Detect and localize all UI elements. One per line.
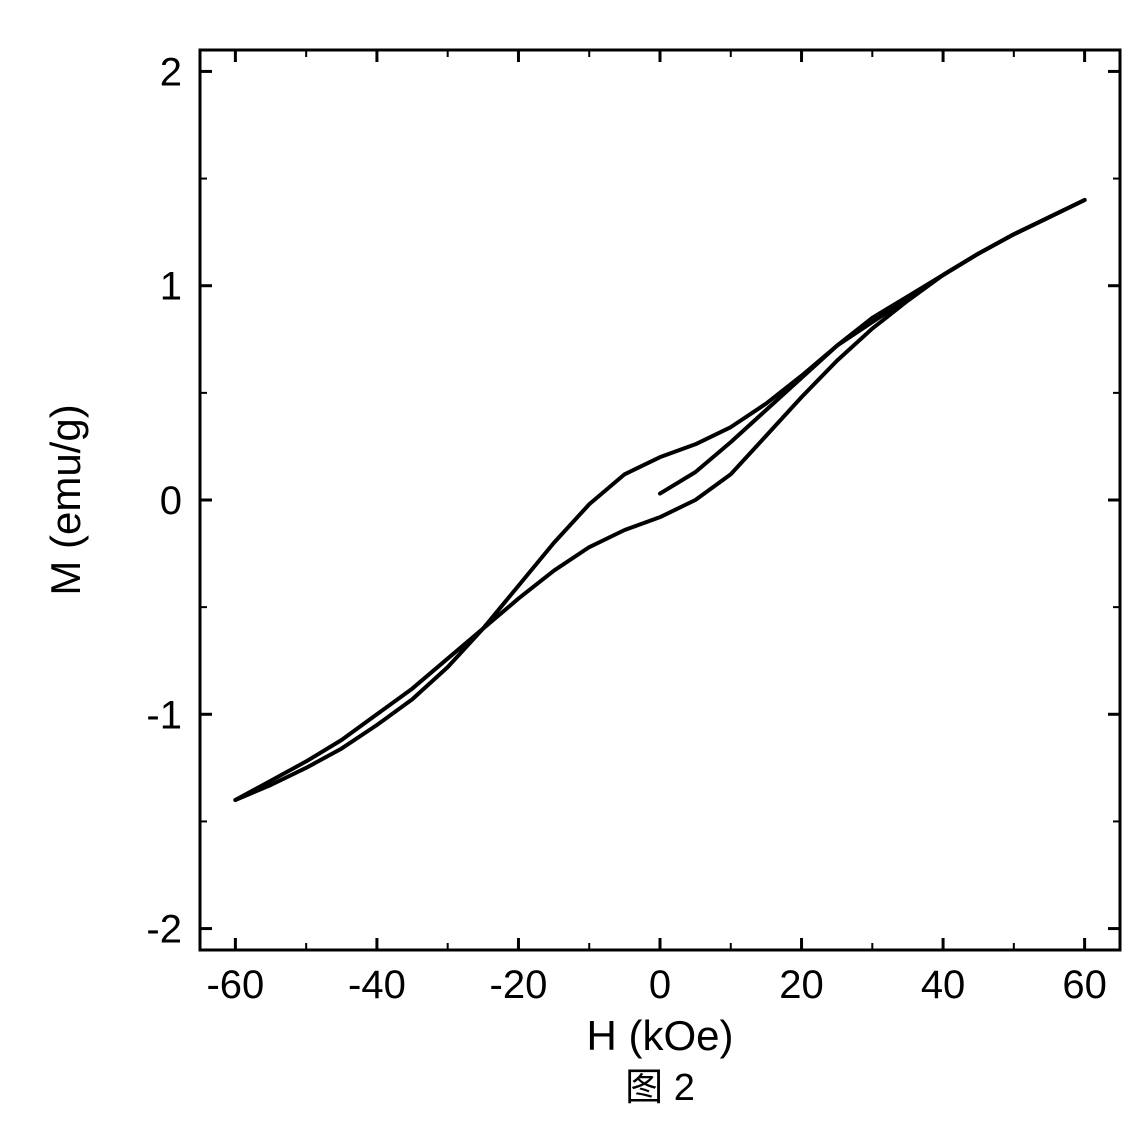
y-axis-label: M (emu/g)	[42, 404, 89, 595]
ytick-label: 0	[160, 479, 182, 523]
xtick-label: 60	[1062, 963, 1107, 1007]
chart-container: -60 -40 -20 0 20 40 60 -2 -1 0 1 2 H (kOe) M (emu/g) 图…	[20, 20, 1141, 1116]
xtick-label: 0	[649, 963, 671, 1007]
plot-border	[200, 50, 1120, 950]
ytick-label: -1	[146, 693, 182, 737]
xtick-label: -20	[490, 963, 548, 1007]
figure-caption: 图 2	[625, 1067, 695, 1109]
xtick-label: -60	[206, 963, 264, 1007]
ytick-label: 1	[160, 265, 182, 309]
series-initial	[660, 200, 1085, 494]
series-ascending	[235, 200, 1084, 800]
ytick-label: 2	[160, 50, 182, 94]
xtick-label: -40	[348, 963, 406, 1007]
xtick-label: 20	[779, 963, 824, 1007]
hysteresis-chart: -60 -40 -20 0 20 40 60 -2 -1 0 1 2 H (kOe) M (emu/g) 图…	[20, 20, 1141, 1116]
x-axis-label: H (kOe)	[587, 1012, 734, 1059]
ytick-label: -2	[146, 908, 182, 952]
xtick-label: 40	[921, 963, 966, 1007]
series-descending	[235, 200, 1084, 800]
